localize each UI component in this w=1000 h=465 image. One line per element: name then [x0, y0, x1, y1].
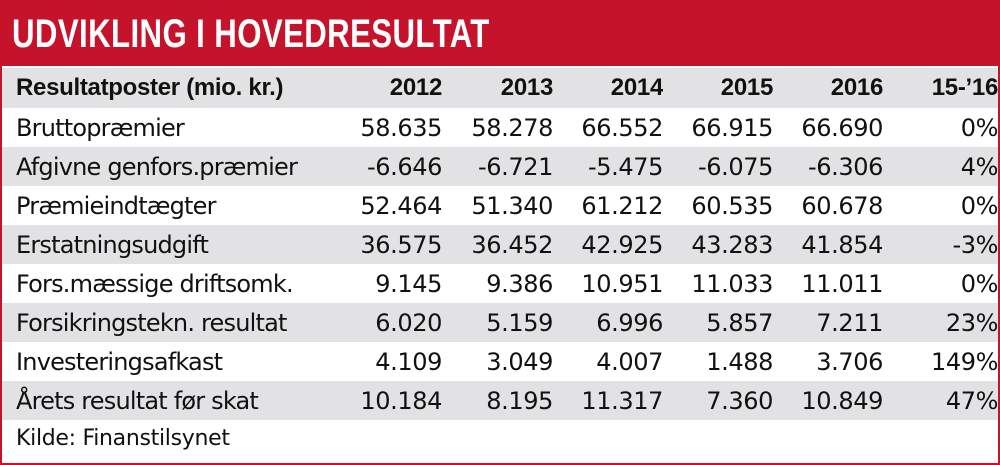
column-header: 15-’16 [931, 74, 998, 101]
row-label: Fors.mæssige driftsomk. [16, 269, 294, 298]
table-cell: 36.575 [360, 230, 442, 259]
table-row: Årets resultat før skat 10.184 8.195 11.… [2, 381, 998, 420]
table-cell: 60.535 [691, 191, 773, 220]
table-cell: 9.145 [375, 269, 442, 298]
table-cell: 43.283 [691, 230, 773, 259]
table-cell: 3.049 [486, 347, 553, 376]
column-header: 2012 [389, 74, 442, 101]
change-cell: 149% [930, 347, 998, 376]
table-row: Bruttopræmier 58.635 58.278 66.552 66.91… [2, 108, 998, 147]
table-cell: 60.678 [801, 191, 883, 220]
table-cell: -6.306 [808, 152, 883, 181]
table-cell: -6.075 [698, 152, 773, 181]
change-cell: 0% [960, 113, 998, 142]
table-cell: 6.996 [596, 308, 663, 337]
row-label: Forsikringstekn. resultat [16, 308, 287, 337]
table-cell: 11.033 [691, 269, 773, 298]
table-cell: 66.552 [581, 113, 663, 142]
table-cell: 9.386 [486, 269, 553, 298]
change-cell: 0% [960, 269, 998, 298]
table-cell: 51.340 [471, 191, 553, 220]
row-label: Investeringsafkast [16, 347, 223, 376]
table-row: Afgivne genfors.præmier -6.646 -6.721 -5… [2, 147, 998, 186]
column-header: 2013 [500, 74, 553, 101]
table-cell: -6.721 [478, 152, 553, 181]
table-cell: 11.011 [801, 269, 883, 298]
table-cell: 8.195 [486, 386, 553, 415]
table-cell: 41.854 [801, 230, 883, 259]
change-cell: 23% [945, 308, 998, 337]
row-label: Afgivne genfors.præmier [16, 152, 298, 181]
table-cell: 36.452 [471, 230, 553, 259]
table-cell: 58.635 [360, 113, 442, 142]
row-label: Årets resultat før skat [16, 386, 259, 415]
change-cell: 47% [945, 386, 998, 415]
table-cell: 4.007 [596, 347, 663, 376]
table-cell: 61.212 [581, 191, 663, 220]
row-label: Præmieindtægter [16, 191, 216, 220]
table-cell: 3.706 [816, 347, 883, 376]
table-title: UDVIKLING I HOVEDRESULTAT [12, 12, 490, 56]
column-header: 2014 [610, 74, 663, 101]
table-row: Erstatningsudgift 36.575 36.452 42.925 4… [2, 225, 998, 264]
results-table: Resultatposter (mio. kr.) 2012 2013 2014… [2, 68, 998, 420]
table-cell: 7.360 [706, 386, 773, 415]
table-cell: 10.184 [360, 386, 442, 415]
change-cell: -3% [952, 230, 998, 259]
table-cell: 42.925 [581, 230, 663, 259]
table-cell: 10.849 [801, 386, 883, 415]
source-note: Kilde: Finanstilsynet [16, 426, 230, 451]
table-cell: 11.317 [581, 386, 663, 415]
table-cell: 52.464 [360, 191, 442, 220]
table-cell: 58.278 [471, 113, 553, 142]
table-row: Fors.mæssige driftsomk. 9.145 9.386 10.9… [2, 264, 998, 303]
change-cell: 4% [960, 152, 998, 181]
row-label: Erstatningsudgift [16, 230, 209, 259]
column-header: 2016 [830, 74, 883, 101]
table-cell: 5.159 [486, 308, 553, 337]
table-cell: 66.690 [801, 113, 883, 142]
column-header: Resultatposter (mio. kr.) [16, 74, 284, 101]
table-row: Forsikringstekn. resultat 6.020 5.159 6.… [2, 303, 998, 342]
table-cell: 1.488 [706, 347, 773, 376]
row-label: Bruttopræmier [16, 113, 185, 142]
table-cell: -6.646 [367, 152, 442, 181]
table-row: Præmieindtægter 52.464 51.340 61.212 60.… [2, 186, 998, 225]
table-cell: 10.951 [581, 269, 663, 298]
table-cell: 6.020 [375, 308, 442, 337]
table-cell: 5.857 [706, 308, 773, 337]
header-row: Resultatposter (mio. kr.) 2012 2013 2014… [2, 68, 998, 108]
table-row: Investeringsafkast 4.109 3.049 4.007 1.4… [2, 342, 998, 381]
table-cell: -5.475 [588, 152, 663, 181]
table-cell: 66.915 [691, 113, 773, 142]
table-cell: 4.109 [375, 347, 442, 376]
title-bar: UDVIKLING I HOVEDRESULTAT [2, 2, 998, 66]
column-header: 2015 [720, 74, 773, 101]
table-cell: 7.211 [816, 308, 883, 337]
change-cell: 0% [960, 191, 998, 220]
